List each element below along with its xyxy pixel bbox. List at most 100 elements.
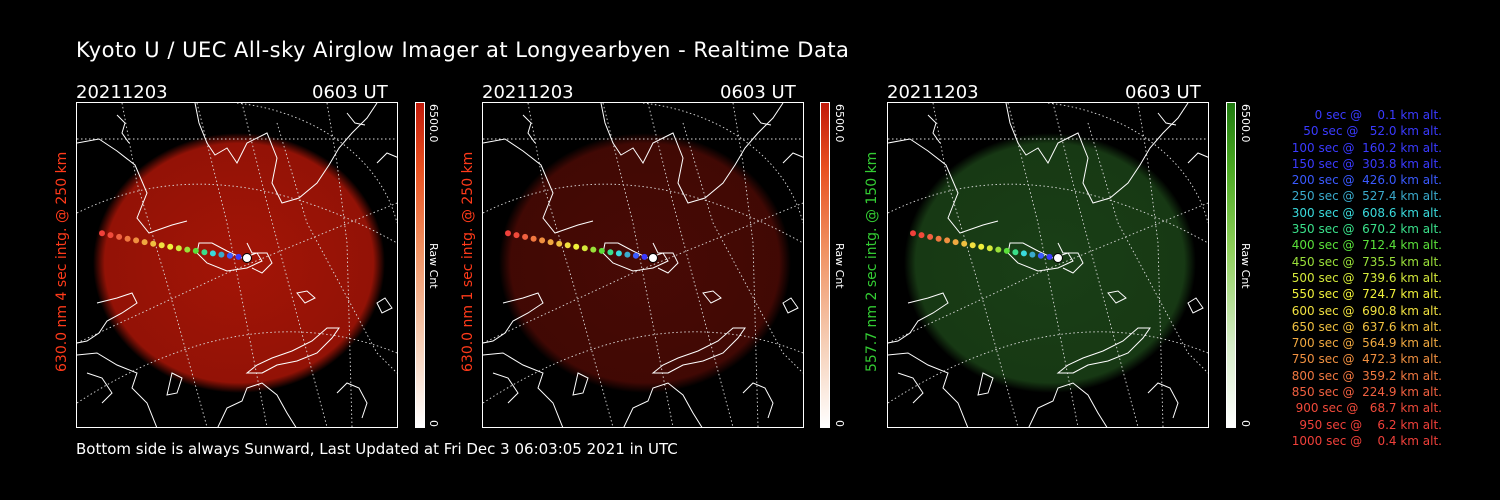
footer-status: Bottom side is always Sunward, Last Upda… bbox=[76, 440, 678, 458]
satellite-track-point bbox=[961, 240, 968, 247]
satellite-track-point bbox=[175, 245, 182, 252]
allsky-image bbox=[76, 102, 398, 428]
legend-row: 300 sec @ 608.6 km alt. bbox=[1287, 205, 1442, 220]
coastline bbox=[296, 290, 316, 304]
satellite-track-point bbox=[1029, 251, 1036, 258]
coastline bbox=[782, 297, 799, 314]
coastline bbox=[376, 152, 397, 164]
graticule-line bbox=[642, 103, 803, 224]
satellite-track-point bbox=[1012, 249, 1019, 256]
allsky-image bbox=[887, 102, 1209, 428]
graticule-line bbox=[236, 103, 397, 224]
coastline bbox=[217, 382, 297, 427]
coastline bbox=[652, 242, 679, 274]
graticule-line bbox=[326, 103, 353, 427]
colorbar bbox=[415, 102, 425, 428]
coastline bbox=[116, 114, 130, 144]
coastline bbox=[600, 103, 784, 204]
legend-row: 400 sec @ 712.4 km alt. bbox=[1287, 238, 1442, 253]
colorbar-min: 0 bbox=[427, 420, 440, 427]
satellite-track-point bbox=[547, 239, 554, 246]
allsky-map bbox=[77, 103, 397, 427]
coastline bbox=[483, 292, 544, 344]
satellite-track-point bbox=[995, 246, 1002, 253]
coastline bbox=[1157, 112, 1177, 126]
graticule-line bbox=[527, 103, 614, 427]
panel-time: 0603 UT bbox=[312, 82, 388, 103]
satellite-track-point bbox=[927, 233, 934, 240]
altitude-legend: 0 sec @ 0.1 km alt. 50 sec @ 52.0 km alt… bbox=[1288, 107, 1442, 449]
legend-row: 750 sec @ 472.3 km alt. bbox=[1287, 352, 1442, 367]
satellite-track-point bbox=[99, 230, 105, 237]
panel-ylabel: 630.0 nm 4 sec intg. @ 250 km bbox=[54, 151, 70, 372]
graticule-line bbox=[483, 202, 803, 344]
satellite-track-point bbox=[539, 237, 546, 244]
satellite-track-point bbox=[505, 230, 511, 237]
satellite-track-point bbox=[935, 235, 942, 242]
satellite-track-point bbox=[648, 253, 658, 263]
coastline bbox=[888, 352, 969, 427]
satellite-track-point bbox=[1003, 247, 1010, 254]
coastline bbox=[346, 112, 366, 126]
coastline bbox=[166, 372, 183, 396]
airglow-field bbox=[93, 133, 385, 393]
legend-row: 1000 sec @ 0.4 km alt. bbox=[1291, 433, 1442, 448]
satellite-track-point bbox=[116, 233, 123, 240]
coastline bbox=[572, 372, 589, 396]
airglow-field bbox=[904, 133, 1196, 393]
legend-row: 700 sec @ 564.9 km alt. bbox=[1287, 336, 1442, 351]
coastline bbox=[1147, 382, 1179, 419]
satellite-track-point bbox=[1037, 252, 1044, 259]
legend-row: 50 sec @ 52.0 km alt. bbox=[1295, 124, 1442, 139]
coastline bbox=[77, 138, 188, 234]
coastline bbox=[1005, 103, 1189, 204]
satellite-track-point bbox=[184, 246, 191, 253]
satellite-track-point bbox=[235, 253, 242, 260]
satellite-track-point bbox=[124, 235, 131, 242]
satellite-track-point bbox=[167, 243, 174, 250]
coastline bbox=[752, 112, 772, 126]
graticule-line bbox=[682, 122, 803, 374]
satellite-track-point bbox=[242, 253, 252, 263]
coastline bbox=[651, 327, 746, 374]
satellite-track-point bbox=[598, 247, 605, 254]
coastline bbox=[927, 114, 941, 144]
coastline bbox=[702, 290, 722, 304]
satellite-track-point bbox=[969, 242, 976, 249]
satellite-track-point bbox=[141, 239, 148, 246]
coastline bbox=[1057, 242, 1084, 274]
legend-row: 450 sec @ 735.5 km alt. bbox=[1287, 254, 1442, 269]
coastline bbox=[888, 292, 949, 344]
page-title: Kyoto U / UEC All-sky Airglow Imager at … bbox=[76, 38, 850, 62]
legend-row: 200 sec @ 426.0 km alt. bbox=[1287, 173, 1442, 188]
coastline bbox=[623, 382, 703, 427]
coastline bbox=[77, 292, 138, 344]
coastline bbox=[897, 372, 924, 404]
coastline bbox=[77, 352, 158, 427]
satellite-track-point bbox=[581, 245, 588, 252]
panel-time: 0603 UT bbox=[720, 82, 796, 103]
panel-date: 20211203 bbox=[76, 82, 168, 103]
graticule-line bbox=[1087, 122, 1208, 374]
panel-date: 20211203 bbox=[482, 82, 574, 103]
coastline bbox=[246, 242, 273, 274]
coastline bbox=[194, 103, 378, 204]
legend-row: 350 sec @ 670.2 km alt. bbox=[1287, 222, 1442, 237]
legend-row: 500 sec @ 739.6 km alt. bbox=[1287, 270, 1442, 285]
satellite-track-point bbox=[1020, 250, 1027, 257]
legend-row: 950 sec @ 6.2 km alt. bbox=[1295, 417, 1442, 432]
satellite-track-point bbox=[910, 230, 916, 237]
panel-date: 20211203 bbox=[887, 82, 979, 103]
coastline bbox=[977, 372, 994, 396]
coastline bbox=[86, 372, 113, 404]
satellite-track-point bbox=[573, 243, 580, 250]
satellite-track-point bbox=[641, 253, 648, 260]
legend-row: 800 sec @ 359.2 km alt. bbox=[1287, 368, 1442, 383]
legend-row: 650 sec @ 637.6 km alt. bbox=[1287, 319, 1442, 334]
graticule-line bbox=[483, 183, 803, 244]
panel-ylabel: 557.7 nm 2 sec intg. @ 150 km bbox=[864, 151, 880, 372]
satellite-track-point bbox=[1053, 253, 1063, 263]
satellite-track-point bbox=[107, 232, 114, 239]
graticule-line bbox=[888, 183, 1208, 244]
coastline bbox=[1187, 152, 1208, 164]
